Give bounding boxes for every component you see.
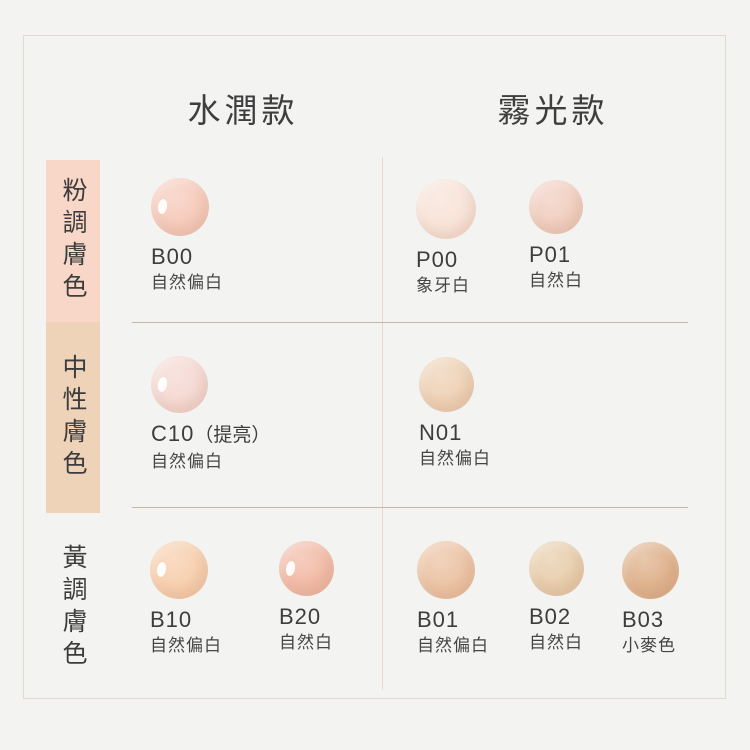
shade-name: 自然偏白 (419, 449, 491, 468)
gloss-highlight (284, 560, 297, 577)
swatch-b20: B20 自然白 (279, 541, 389, 655)
shade-code-text: B01 (417, 607, 460, 632)
shade-code: B01 (417, 607, 527, 633)
shade-drop-b02 (529, 541, 584, 596)
shade-drop-p00 (416, 179, 476, 239)
swatch-p00: P00 象牙白 (416, 179, 526, 298)
shade-drop-p01 (529, 180, 583, 234)
shade-name: 象牙白 (416, 276, 470, 295)
shade-name: 自然白 (529, 633, 583, 652)
shade-drop-b20 (279, 541, 334, 596)
swatch-c10: C10（提亮） 自然偏白 (151, 356, 270, 474)
column-header-matte: 霧光款 (497, 92, 609, 129)
row-divider-2 (132, 507, 688, 508)
gloss-highlight (156, 375, 169, 393)
shade-code-text: P00 (416, 247, 459, 272)
category-label-yellow-tone: 黃調膚色 (46, 540, 100, 675)
shade-code: B03 (622, 607, 732, 633)
category-label: 中性膚色 (59, 353, 87, 482)
shade-code-text: C10 (151, 421, 195, 446)
column-header-dewy: 水潤款 (187, 92, 299, 129)
shade-code-text: B03 (622, 607, 665, 632)
swatch-b00: B00 自然偏白 (151, 178, 261, 295)
shade-code-text: B02 (529, 604, 572, 629)
category-label: 黃調膚色 (59, 543, 87, 672)
shade-name: 自然偏白 (150, 636, 222, 655)
shade-name: 自然偏白 (417, 636, 489, 655)
swatch-b02: B02 自然白 (529, 541, 639, 655)
shade-code: P00 (416, 247, 526, 273)
shade-name: 自然偏白 (151, 273, 223, 292)
shade-code-text: B20 (279, 604, 322, 629)
shade-code-text: N01 (419, 420, 463, 445)
shade-code: B10 (150, 607, 260, 633)
shade-name: 自然白 (529, 271, 583, 290)
category-label: 粉調膚色 (59, 177, 87, 305)
shade-drop-b00 (151, 178, 209, 236)
shade-code: P01 (529, 242, 639, 268)
shade-drop-n01 (419, 357, 474, 412)
shade-drop-c10 (151, 356, 208, 413)
swatch-b10: B10 自然偏白 (150, 541, 260, 658)
row-divider-1 (132, 322, 688, 323)
chart-frame (23, 35, 726, 699)
swatch-b01: B01 自然偏白 (417, 541, 527, 658)
shade-code: B00 (151, 244, 261, 270)
shade-code: B20 (279, 604, 389, 630)
swatch-b03: B03 小麥色 (622, 542, 732, 658)
shade-drop-b01 (417, 541, 475, 599)
shade-code: C10（提亮） (151, 421, 270, 449)
swatch-p01: P01 自然白 (529, 180, 639, 293)
shade-name: 小麥色 (622, 636, 676, 655)
gloss-highlight (155, 561, 168, 578)
category-bar-pink-tone: 粉調膚色 (46, 160, 100, 322)
shade-code: N01 (419, 420, 529, 446)
column-divider (382, 157, 383, 690)
shade-name: 自然白 (279, 633, 333, 652)
shade-code-text: B00 (151, 244, 194, 269)
shade-name: 自然偏白 (151, 452, 223, 471)
shade-drop-b10 (150, 541, 208, 599)
shade-drop-b03 (622, 542, 679, 599)
shade-code-suffix: （提亮） (194, 425, 271, 446)
gloss-highlight (156, 198, 169, 215)
shade-code: B02 (529, 604, 639, 630)
shade-code-text: B10 (150, 607, 193, 632)
swatch-n01: N01 自然偏白 (419, 357, 529, 471)
shade-code-text: P01 (529, 242, 572, 267)
category-bar-neutral-tone: 中性膚色 (46, 322, 100, 513)
